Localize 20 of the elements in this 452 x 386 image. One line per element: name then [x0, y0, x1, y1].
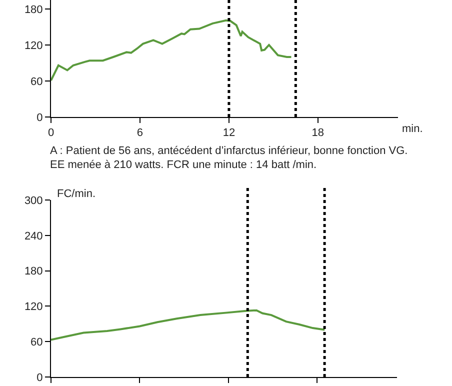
- y-tick-label: 0: [36, 112, 43, 124]
- line-series: [51, 19, 292, 82]
- text: A : Patient de 56 ans, antécédent d’infarctus inférieur, bonne fonction VG.: [50, 144, 409, 158]
- y-tick-label: 60: [30, 336, 43, 348]
- y-tick-label: 0: [36, 372, 43, 384]
- y-tick-label: 120: [24, 40, 43, 52]
- x-tick-label: 12: [222, 127, 236, 140]
- text: EE menée à 210 watts. FCR une minute : 14 batt /min.: [50, 158, 318, 172]
- y-tick-label: 180: [24, 4, 43, 16]
- x-tick-label: 18: [312, 127, 324, 140]
- y-tick-label: 60: [30, 76, 43, 88]
- y-tick-label: 120: [24, 301, 43, 314]
- x-axis-title: min.: [402, 123, 423, 135]
- y-tick-label: 180: [24, 266, 43, 278]
- y-tick-label: 300: [24, 194, 43, 207]
- x-tick-label: 6: [136, 127, 144, 140]
- y-tick-label: 240: [24, 230, 43, 242]
- line-series: [51, 309, 326, 341]
- x-tick-label: 0: [48, 127, 54, 140]
- y-axis-title: FC/min.: [57, 188, 96, 200]
